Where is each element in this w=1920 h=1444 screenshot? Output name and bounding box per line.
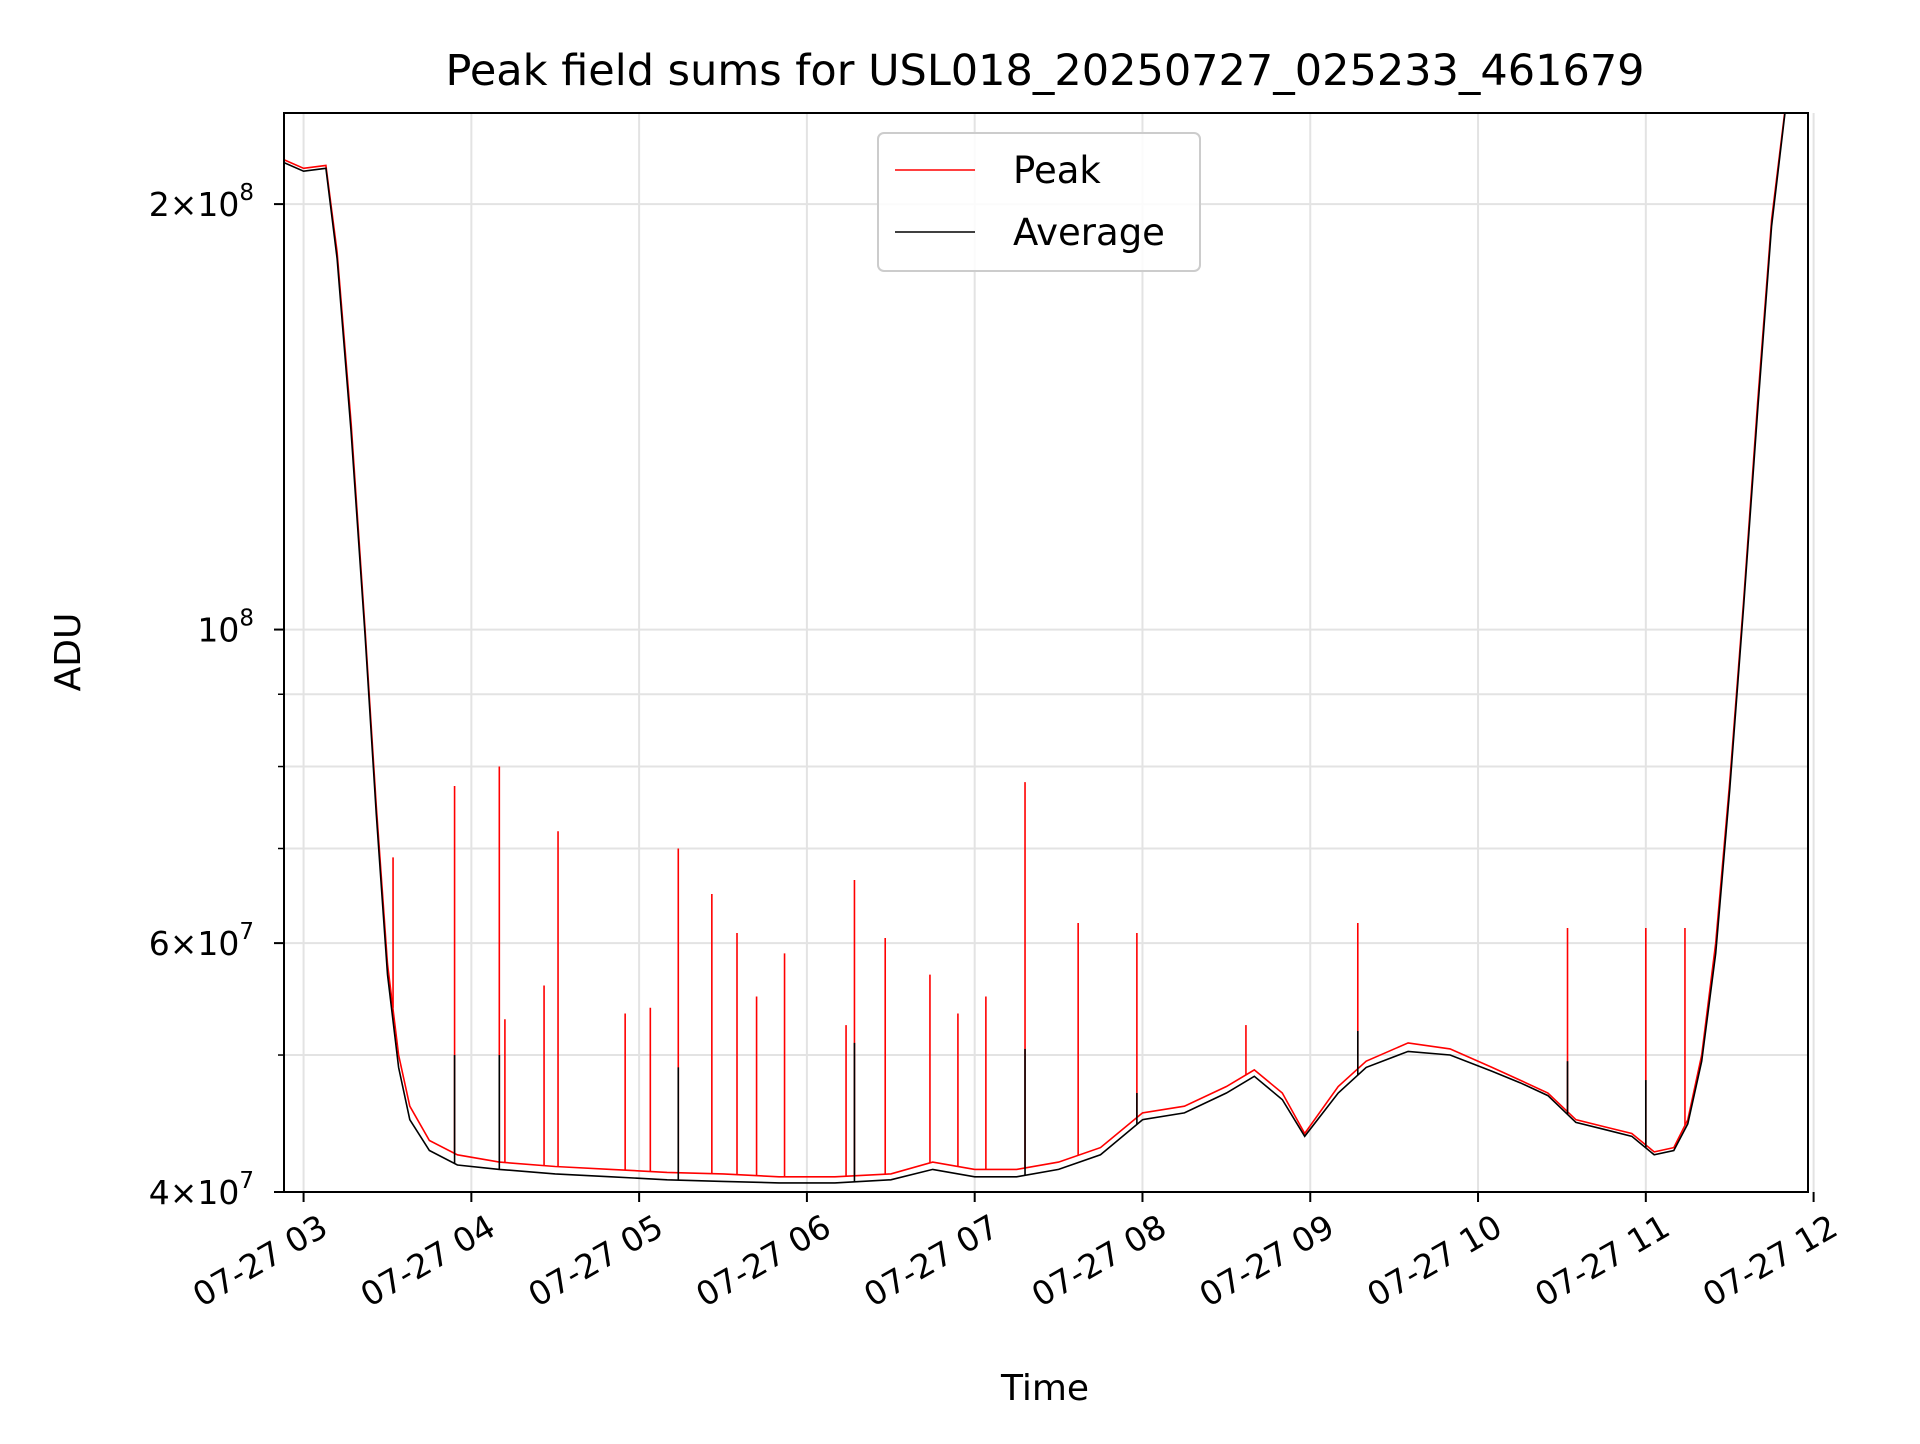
x-tick-label: 07-27 08 xyxy=(1025,1207,1173,1315)
chart-title: Peak field sums for USL018_20250727_0252… xyxy=(445,46,1644,96)
y-tick-exponent: 7 xyxy=(239,919,254,945)
x-tick-label: 07-27 03 xyxy=(186,1207,334,1315)
legend-box xyxy=(877,132,1201,272)
y-tick-exponent: 8 xyxy=(239,606,254,632)
x-tick-label: 07-27 12 xyxy=(1696,1207,1844,1315)
y-tick-exponent: 7 xyxy=(239,1168,254,1194)
y-tick-label: 108 xyxy=(197,606,254,650)
x-tick-label: 07-27 07 xyxy=(857,1207,1005,1315)
legend-label-peak: Peak xyxy=(1013,149,1101,192)
x-tick-label: 07-27 11 xyxy=(1528,1207,1676,1315)
x-tick-label: 07-27 04 xyxy=(354,1207,502,1315)
x-tick-label: 07-27 09 xyxy=(1193,1207,1341,1315)
y-tick-label: 6×107 xyxy=(149,919,254,963)
y-axis-label: ADU xyxy=(48,613,89,692)
y-tick-label: 4×107 xyxy=(149,1168,254,1212)
y-tick-label: 2×108 xyxy=(149,180,254,224)
series-line-average xyxy=(284,113,1786,1184)
x-tick-label: 07-27 10 xyxy=(1360,1207,1508,1315)
plot-frame xyxy=(283,112,1809,1193)
x-axis-label: Time xyxy=(1000,1368,1089,1409)
series-layer xyxy=(284,113,1786,1184)
x-tick-label: 07-27 05 xyxy=(522,1207,670,1315)
legend-label-average: Average xyxy=(1013,211,1165,254)
axis-layer: 07-27 03 07-27 04 07-27 05 07-27 06 07-27 07… xyxy=(149,180,1844,1314)
x-tick-label: 07-27 06 xyxy=(689,1207,837,1315)
grid-layer xyxy=(284,113,1815,1193)
legend: Peak Average xyxy=(877,132,1201,272)
y-tick-exponent: 8 xyxy=(239,180,254,206)
series-line-peak xyxy=(284,113,1786,1178)
